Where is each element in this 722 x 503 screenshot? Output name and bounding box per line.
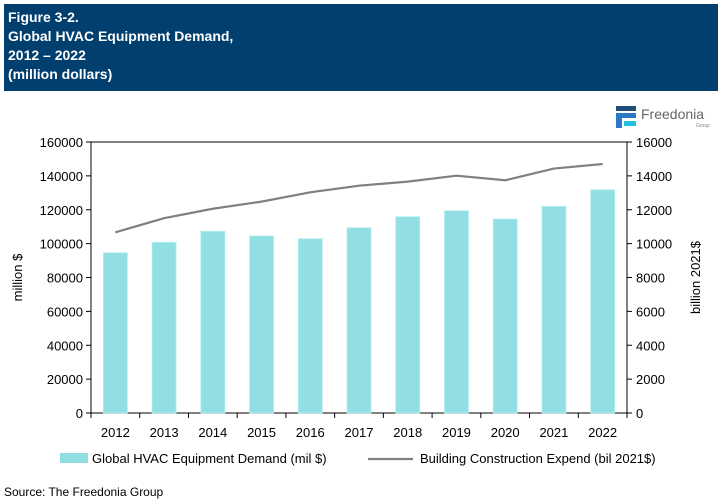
y-tick-label: 160000 — [40, 135, 83, 150]
figure-title: Global HVAC Equipment Demand, — [8, 28, 234, 44]
source-note: Source: The Freedonia Group — [4, 485, 164, 499]
y-axis-label: million $ — [10, 253, 25, 301]
y2-tick-label: 12000 — [636, 203, 672, 218]
logo-name: Freedonia — [641, 106, 704, 122]
legend-label-bars: Global HVAC Equipment Demand (mil $) — [92, 451, 327, 466]
bar-2018 — [395, 216, 421, 414]
y2-tick-label: 2000 — [636, 372, 665, 387]
y-tick-label: 40000 — [47, 338, 83, 353]
y-tick-label: 0 — [76, 406, 83, 421]
bar-2014 — [200, 230, 226, 414]
figure-years: 2012 – 2022 — [8, 47, 86, 63]
x-tick-label: 2017 — [345, 425, 374, 440]
figure-header: Figure 3-2. Global HVAC Equipment Demand… — [4, 4, 718, 91]
x-tick-label: 2021 — [539, 425, 568, 440]
figure-number: Figure 3-2. — [8, 9, 79, 25]
bar-2021 — [541, 205, 567, 414]
figure-units: (million dollars) — [8, 66, 113, 82]
x-tick-label: 2022 — [588, 425, 617, 440]
y-tick-label: 140000 — [40, 169, 83, 184]
y2-axis-label: billion 2021$ — [688, 240, 703, 314]
y2-tick-label: 6000 — [636, 304, 665, 319]
y2-tick-label: 8000 — [636, 271, 665, 286]
y2-tick-label: 14000 — [636, 169, 672, 184]
bar-2019 — [444, 210, 469, 414]
y-tick-label: 120000 — [40, 203, 83, 218]
x-tick-label: 2018 — [393, 425, 422, 440]
x-tick-label: 2013 — [150, 425, 179, 440]
plot-frame — [90, 141, 628, 414]
bar-2012 — [102, 252, 128, 414]
legend-label-line: Building Construction Expend (bil 2021$) — [420, 451, 656, 466]
x-tick-label: 2020 — [491, 425, 520, 440]
y-tick-label: 80000 — [47, 271, 83, 286]
y-tick-label: 100000 — [40, 237, 83, 252]
y-tick-label: 60000 — [47, 304, 83, 319]
logo-sub: Group — [696, 123, 710, 129]
x-tick-label: 2016 — [296, 425, 325, 440]
x-tick-label: 2019 — [442, 425, 471, 440]
bar-2015 — [249, 235, 274, 414]
legend-swatch-bars — [60, 453, 88, 463]
bar-2016 — [297, 238, 323, 414]
x-tick-label: 2012 — [101, 425, 130, 440]
bar-2022 — [590, 189, 616, 414]
bar-2017 — [346, 227, 372, 414]
bar-2013 — [151, 241, 177, 414]
y2-tick-label: 10000 — [636, 237, 672, 252]
freedonia-logo: Freedonia Group — [616, 106, 710, 129]
y2-tick-label: 0 — [636, 406, 643, 421]
y2-tick-label: 4000 — [636, 338, 665, 353]
x-tick-label: 2014 — [198, 425, 227, 440]
y2-tick-label: 16000 — [636, 135, 672, 150]
line-series — [115, 162, 603, 234]
x-tick-label: 2015 — [247, 425, 276, 440]
y-tick-label: 20000 — [47, 372, 83, 387]
bar-2020 — [492, 218, 518, 414]
